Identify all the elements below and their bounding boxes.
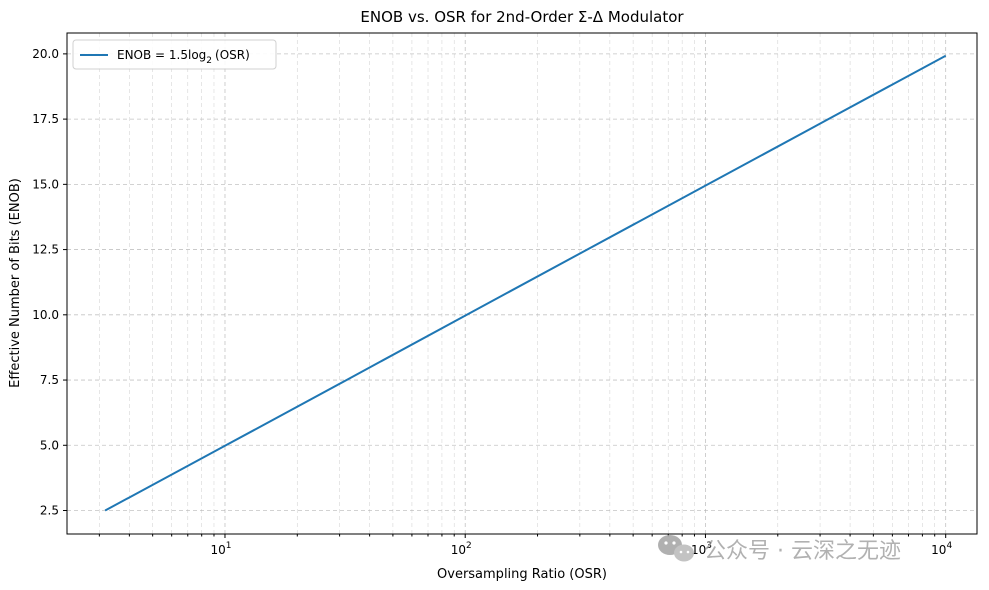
y-tick-label: 15.0 bbox=[32, 177, 59, 191]
legend: ENOB = 1.5log2 (OSR) bbox=[72, 39, 277, 70]
legend-box bbox=[72, 39, 277, 70]
y-tick-label: 10.0 bbox=[32, 308, 59, 322]
chart-title: ENOB vs. OSR for 2nd-Order Σ-Δ Modulator bbox=[360, 8, 684, 26]
series bbox=[104, 54, 947, 512]
legend-label-prefix: ENOB = 1.5log bbox=[117, 48, 206, 62]
y-tick-label: 2.5 bbox=[40, 504, 59, 518]
x-tick-label: 104 bbox=[931, 541, 952, 557]
x-tick-label: 103 bbox=[691, 541, 712, 557]
y-axis-label: Effective Number of Bits (ENOB) bbox=[8, 178, 23, 388]
axis-ticks: 101 102 103 104 2.5 5.0 7.5 10.0 12.5 15.0 17.5 20.… bbox=[32, 47, 952, 557]
series-line bbox=[104, 54, 947, 512]
grid bbox=[67, 33, 977, 534]
plot-area-frame bbox=[66, 32, 978, 535]
legend-label-subscript: 2 bbox=[206, 56, 212, 66]
y-tick-label: 5.0 bbox=[40, 438, 59, 452]
y-tick-label: 7.5 bbox=[40, 373, 59, 387]
y-tick-label: 20.0 bbox=[32, 47, 59, 61]
wechat-icon bbox=[658, 535, 694, 562]
watermark-text: 公众号 · 云深之无迹 bbox=[704, 539, 901, 564]
y-tick-label: 12.5 bbox=[32, 243, 59, 257]
x-axis-label: Oversampling Ratio (OSR) bbox=[437, 567, 607, 582]
legend-label-suffix: (OSR) bbox=[215, 48, 250, 62]
x-tick-label: 101 bbox=[210, 541, 231, 557]
watermark: 公众号 · 云深之无迹 bbox=[658, 535, 901, 564]
legend-entry-label: ENOB = 1.5log2 (OSR) bbox=[117, 48, 250, 66]
y-tick-label: 17.5 bbox=[32, 112, 59, 126]
x-tick-label: 102 bbox=[451, 541, 472, 557]
